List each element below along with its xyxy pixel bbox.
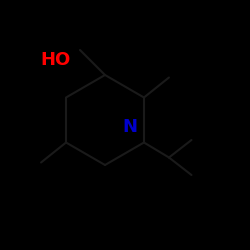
Text: N: N: [122, 118, 138, 136]
Text: HO: HO: [40, 51, 70, 69]
